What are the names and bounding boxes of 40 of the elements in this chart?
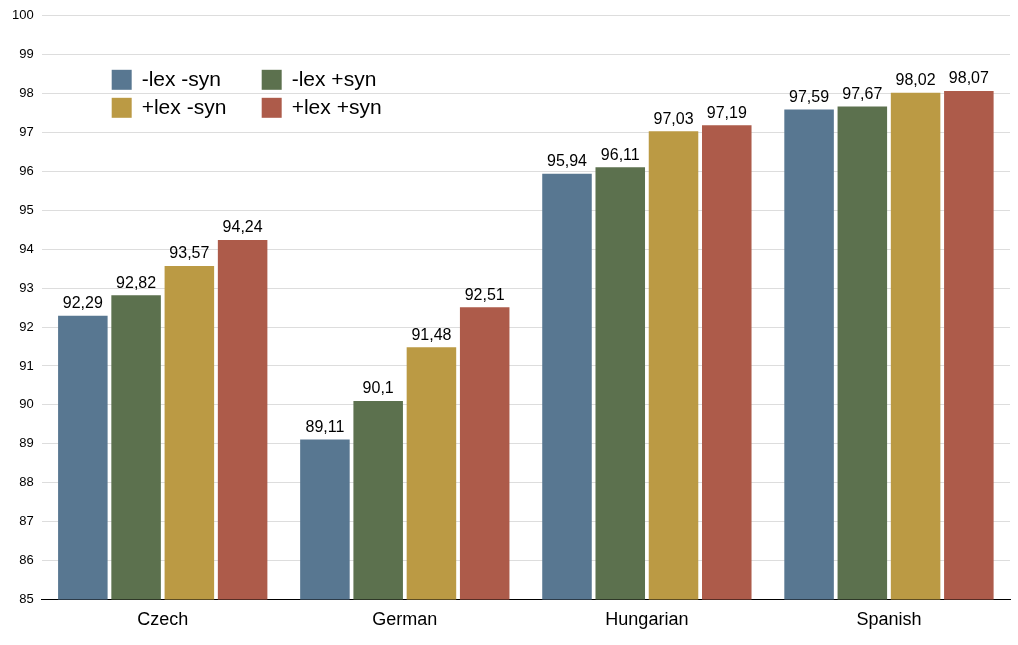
legend-label: -lex -syn bbox=[141, 66, 222, 90]
legend-label: +lex -syn bbox=[141, 94, 227, 118]
y-tick-label: 85 bbox=[19, 590, 34, 606]
y-tick-label: 97 bbox=[19, 124, 34, 140]
y-tick-label: 92 bbox=[19, 318, 34, 334]
y-tick-label: 89 bbox=[19, 435, 34, 451]
data-label: 93,57 bbox=[169, 244, 210, 262]
y-tick-label: 91 bbox=[19, 357, 34, 373]
data-label: 92,29 bbox=[62, 294, 103, 312]
legend-label: +lex +syn bbox=[291, 94, 382, 118]
data-label: 96,11 bbox=[600, 145, 640, 163]
data-label: 91,48 bbox=[411, 325, 452, 343]
data-label: 97,19 bbox=[706, 103, 747, 121]
legend-label: -lex +syn bbox=[291, 66, 377, 90]
y-tick-label: 99 bbox=[19, 46, 34, 62]
data-label: 92,82 bbox=[116, 273, 157, 291]
data-label: 90,1 bbox=[362, 379, 394, 397]
data-label: 92,51 bbox=[464, 285, 505, 303]
data-label: 89,11 bbox=[305, 417, 345, 435]
y-tick-label: 95 bbox=[19, 201, 34, 217]
y-tick-label: 96 bbox=[19, 163, 34, 178]
x-tick-label: Hungarian bbox=[605, 609, 689, 630]
y-tick-label: 90 bbox=[19, 396, 34, 412]
data-label: 95,94 bbox=[546, 152, 588, 170]
data-label: 94,24 bbox=[222, 218, 263, 236]
y-tick-label: 88 bbox=[19, 474, 34, 490]
data-label: 97,03 bbox=[653, 109, 694, 127]
y-tick-label: 87 bbox=[19, 513, 34, 529]
y-tick-label: 98 bbox=[19, 85, 34, 101]
x-tick-label: Czech bbox=[137, 609, 189, 630]
y-tick-label: 100 bbox=[11, 7, 34, 23]
data-label: 98,02 bbox=[895, 71, 936, 89]
data-label: 97,59 bbox=[789, 87, 830, 105]
data-label: 97,67 bbox=[842, 84, 883, 102]
y-tick-label: 94 bbox=[19, 240, 34, 256]
y-tick-label: 93 bbox=[19, 279, 34, 295]
x-tick-label: German bbox=[372, 609, 438, 630]
x-tick-label: Spanish bbox=[856, 609, 922, 630]
y-tick-label: 86 bbox=[19, 552, 34, 568]
data-label: 98,07 bbox=[948, 69, 989, 87]
